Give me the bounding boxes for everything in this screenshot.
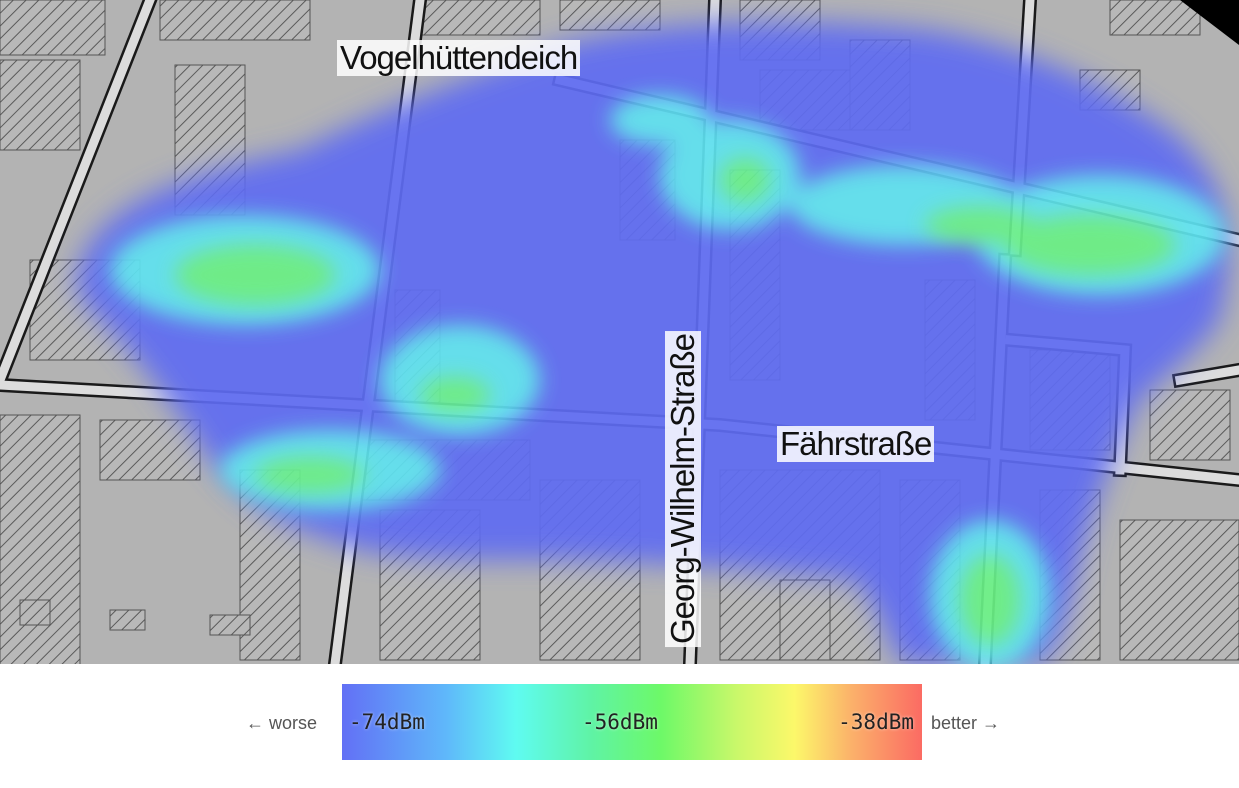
legend-min-value: -74dBm: [349, 710, 425, 734]
legend-mid-value: -56dBm: [582, 710, 658, 734]
legend-better-label: better →: [931, 713, 1001, 733]
street-label-georg-wilhelm-strasse: Georg-Wilhelm-Straße: [664, 330, 701, 648]
street-label-faehrstrasse: Fährstraße: [777, 426, 935, 462]
coverage-heatmap: [75, 21, 1229, 664]
legend-max-value: -38dBm: [838, 710, 914, 734]
legend-worse-label: ← worse: [246, 713, 318, 733]
coverage-map[interactable]: Vogelhüttendeich Fährstraße Georg-Wilhel…: [0, 0, 1239, 664]
signal-gradient-bar: -74dBm -56dBm -38dBm: [342, 684, 922, 760]
street-label-vogelhuettendeich: Vogelhüttendeich: [337, 40, 581, 76]
map-canvas: [0, 0, 1239, 664]
